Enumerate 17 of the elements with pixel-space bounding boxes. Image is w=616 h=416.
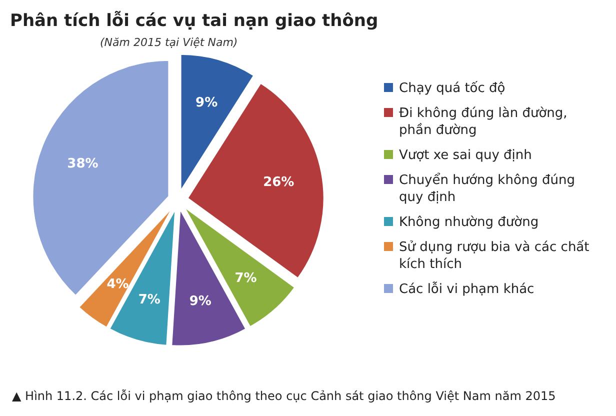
- data-label: 7%: [138, 292, 160, 308]
- data-label: 26%: [263, 174, 294, 190]
- legend-label: Chạy quá tốc độ: [399, 81, 506, 96]
- data-label: 4%: [106, 276, 129, 292]
- legend-label: Đi không đúng làn đường, phần đường: [399, 106, 568, 138]
- data-label: 7%: [234, 270, 257, 286]
- legend-label: Sử dụng rượu bia và các chất kích thích: [399, 240, 590, 272]
- text: ▲ Hình 11.2. Các lỗi vi phạm giao thông theo cục Cảnh sát giao thông Việt Nam năm 2015: [12, 389, 556, 403]
- legend-label: Chuyển hướng không đúng quy định: [399, 172, 576, 205]
- data-label: 9%: [189, 294, 212, 310]
- chart-subtitle: (Năm 2015 tại Việt Nam): [100, 36, 238, 49]
- data-label: 9%: [196, 96, 218, 111]
- chart-title: Phân tích lỗi các vụ tai nạn giao thông: [10, 10, 378, 31]
- legend-label: Không nhường đường: [399, 215, 539, 230]
- data-label: 38%: [67, 156, 98, 172]
- legend-label: Vượt xe sai quy định: [399, 148, 532, 163]
- legend-label: Các lỗi vi phạm khác: [399, 281, 534, 297]
